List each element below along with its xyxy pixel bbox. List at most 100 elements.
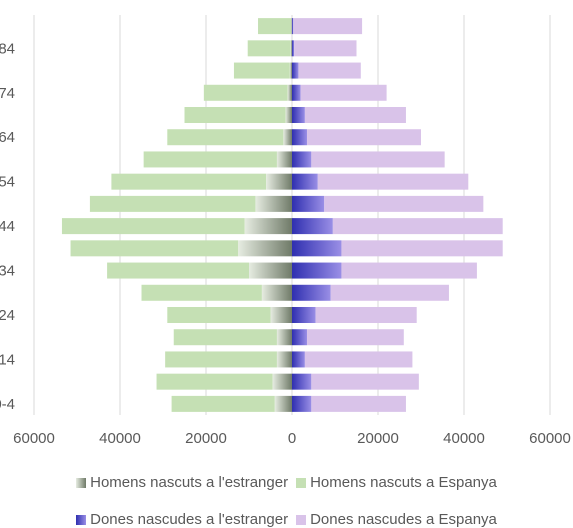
women-foreign-swatch-icon (76, 514, 87, 525)
bar-women-spain (293, 18, 363, 35)
bar-men-spain (107, 262, 249, 279)
bar-women-foreign (292, 329, 308, 346)
bar-women-foreign (292, 395, 312, 412)
bar-women-spain (307, 129, 421, 146)
bar-men-spain (111, 173, 267, 190)
bar-men-foreign (266, 173, 292, 190)
x-tick-label: 40000 (99, 430, 141, 447)
bar-women-spain (317, 173, 469, 190)
bar-men-spain (156, 373, 273, 390)
bar-men-foreign (276, 351, 292, 368)
bar-men-spain (171, 395, 275, 412)
bar-women-foreign (292, 284, 331, 301)
legend-item-men-spain: Homens nascuts a Espanya (296, 474, 497, 491)
population-pyramid-chart: 0-4 14 24 34 44 54 64 74 84 60000 40000 20000 0 2000… (0, 15, 571, 447)
bar-men-foreign (272, 373, 292, 390)
age-group-label: 84 (0, 40, 15, 57)
bar-women-foreign (292, 218, 333, 235)
bar-men-spain (184, 107, 286, 123)
bar-women-spain (311, 373, 419, 390)
bar-women-foreign (292, 107, 305, 123)
bar-women-spain (324, 195, 484, 212)
bar-men-foreign (290, 40, 292, 57)
x-tick-label: 60000 (13, 430, 55, 447)
x-tick-label: 20000 (185, 430, 227, 447)
bar-women-spain (300, 84, 387, 101)
age-group-label: 24 (0, 307, 15, 324)
bar-women-foreign (292, 173, 318, 190)
bar-men-foreign (285, 107, 292, 123)
age-group-label: 14 (0, 351, 15, 368)
bar-men-foreign (274, 395, 292, 412)
bar-men-spain (203, 84, 288, 101)
x-tick-label: 60000 (529, 430, 571, 447)
bar-women-spain (311, 395, 406, 412)
bar-women-foreign (292, 40, 295, 57)
bar-women-spain (311, 151, 445, 168)
bar-men-spain (141, 284, 262, 301)
bar-men-foreign (276, 329, 292, 346)
legend-label-women-foreign: Dones nascudes a l'estranger (90, 511, 289, 528)
bar-men-spain (258, 18, 292, 35)
bar-women-foreign (292, 62, 299, 79)
bar-men-spain (143, 151, 277, 168)
bar-women-spain (315, 307, 417, 323)
x-tick-label: 40000 (443, 430, 485, 447)
bar-men-spain (165, 351, 277, 368)
bars (61, 18, 503, 412)
x-tick-label: 0 (288, 430, 296, 447)
gridlines (33, 15, 551, 415)
legend-label-men-foreign: Homens nascuts a l'estranger (90, 474, 289, 491)
women-spain-swatch-icon (296, 514, 307, 525)
bar-men-foreign (238, 240, 292, 257)
age-group-label: 54 (0, 174, 15, 191)
age-group-label: 64 (0, 129, 15, 146)
bar-men-foreign (287, 84, 292, 101)
bar-men-foreign (291, 18, 292, 35)
bar-men-spain (61, 218, 245, 235)
legend-item-men-foreign: Homens nascuts a l'estranger (76, 474, 288, 491)
age-group-labels: 0-4 14 24 34 44 54 64 74 84 (0, 40, 15, 413)
bar-men-foreign (283, 129, 292, 146)
bar-women-foreign (292, 195, 325, 212)
legend-row-men: Homens nascuts a l'estranger Homens nasc… (0, 474, 573, 491)
men-foreign-swatch-icon (76, 477, 87, 488)
bar-women-spain (341, 262, 477, 279)
age-group-label: 0-4 (0, 396, 15, 413)
bar-men-foreign (244, 218, 292, 235)
bar-women-foreign (292, 129, 308, 146)
bar-men-spain (173, 329, 277, 346)
age-group-label: 34 (0, 263, 15, 280)
bar-men-spain (167, 307, 271, 323)
legend-label-men-spain: Homens nascuts a Espanya (310, 474, 497, 491)
bar-women-spain (298, 62, 361, 79)
bar-women-spain (304, 107, 406, 123)
bar-men-foreign (255, 195, 292, 212)
bar-men-spain (167, 129, 284, 146)
age-group-label: 44 (0, 218, 15, 235)
bar-women-spain (307, 329, 404, 346)
bar-men-spain (233, 62, 290, 79)
bar-women-spain (341, 240, 503, 257)
bar-women-foreign (292, 351, 305, 368)
bar-women-foreign (292, 373, 312, 390)
bar-women-foreign (292, 84, 301, 101)
men-spain-swatch-icon (296, 477, 307, 488)
bar-women-spain (294, 40, 357, 57)
bar-men-spain (247, 40, 291, 57)
bar-women-spain (330, 284, 449, 301)
bar-women-foreign (292, 262, 342, 279)
legend-item-women-spain: Dones nascudes a Espanya (296, 511, 497, 528)
age-group-label: 74 (0, 85, 15, 102)
bar-women-foreign (292, 18, 294, 35)
x-axis-tick-labels: 60000 40000 20000 0 20000 40000 60000 (13, 430, 571, 447)
bar-men-spain (70, 240, 239, 257)
legend-row-women: Dones nascudes a l'estranger Dones nascu… (0, 511, 573, 528)
bar-men-spain (89, 195, 256, 212)
legend-label-women-spain: Dones nascudes a Espanya (310, 511, 497, 528)
bar-men-foreign (270, 307, 292, 323)
bar-men-foreign (289, 62, 292, 79)
bar-women-foreign (292, 240, 342, 257)
bar-women-spain (304, 351, 413, 368)
bar-men-foreign (276, 151, 292, 168)
